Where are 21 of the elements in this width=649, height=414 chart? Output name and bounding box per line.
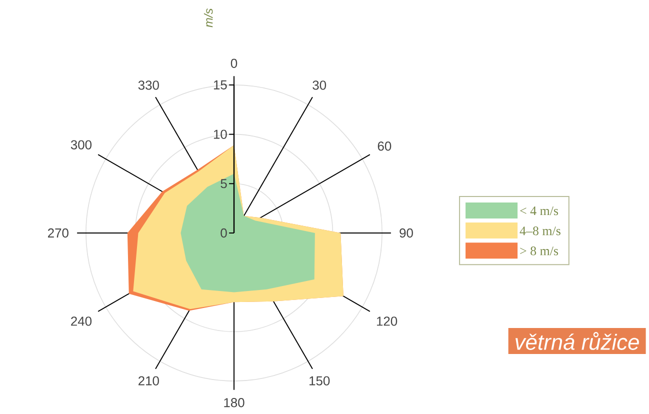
spoke-label: 90: [400, 228, 413, 238]
legend-label: > 8 m/s: [520, 246, 558, 256]
y-tick-label: 0: [220, 228, 227, 238]
spoke-label: 240: [71, 316, 92, 326]
text: větrná růžice: [516, 332, 639, 350]
spoke-label: 60: [378, 142, 392, 151]
spoke-label: 330: [138, 80, 159, 90]
spoke-label: 0: [230, 58, 238, 68]
spoke-label: 210: [138, 376, 159, 386]
text: m/s: [204, 8, 213, 28]
legend-label: 4–8 m/s: [520, 226, 560, 236]
y-tick-label: 5: [220, 179, 227, 188]
spoke-label: 150: [310, 376, 330, 386]
y-tick-label: 15: [214, 80, 227, 90]
spoke-label: 120: [376, 316, 398, 326]
spoke-label: 180: [224, 398, 244, 408]
spoke-label: 270: [48, 228, 68, 238]
spoke-label: 300: [70, 140, 92, 150]
y-tick-label: 10: [214, 130, 227, 139]
legend-label: < 4 m/s: [520, 206, 558, 216]
spoke-label: 30: [312, 80, 326, 90]
